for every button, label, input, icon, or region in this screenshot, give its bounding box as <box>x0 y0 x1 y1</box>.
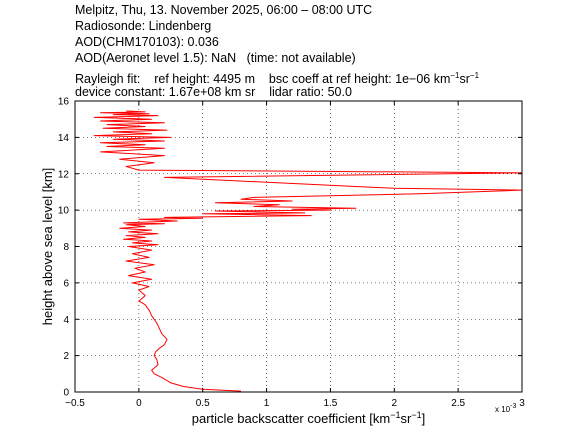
x-multiplier-base: x 10 <box>495 405 511 414</box>
bsc-coeff: bsc coeff at ref height: 1e−06 km <box>268 72 451 87</box>
x-tick-label: 2.5 <box>451 398 465 409</box>
y-tick-label: 0 <box>63 388 69 399</box>
x-tick-label: 1.5 <box>323 398 337 409</box>
y-tick-label: 16 <box>58 97 70 108</box>
x-label-text: particle backscatter coefficient [km <box>192 411 390 426</box>
header-radiosonde: Radiosonde: Lindenberg <box>75 19 212 33</box>
y-tick-label: 12 <box>58 169 70 180</box>
x-tick-label: −0.5 <box>65 398 85 409</box>
y-tick-label: 10 <box>58 206 70 217</box>
x-tick-label: 0.5 <box>196 398 210 409</box>
rayleigh-label: Rayleigh fit: <box>75 72 141 87</box>
x-axis-multiplier: x 10-3 <box>495 403 516 414</box>
x-tick-label: 0 <box>136 398 142 409</box>
x-tick-label: 3 <box>519 398 525 409</box>
header-device: device constant: 1.67e+08 km sr lidar ra… <box>75 84 352 100</box>
aeronet-label: AOD(Aeronet level 1.5): NaN <box>75 51 237 65</box>
x-tick-label: 2 <box>392 398 398 409</box>
aeronet-note: (time: not available) <box>246 51 356 65</box>
y-tick-label: 14 <box>58 133 70 144</box>
y-tick-label: 2 <box>63 351 69 362</box>
y-axis-label: height above sea level [km] <box>40 168 55 326</box>
ref-height: ref height: 4495 m <box>154 72 255 87</box>
x-axis-label: particle backscatter coefficient [km−1sr… <box>192 410 425 426</box>
lidar-ratio: lidar ratio: 50.0 <box>269 85 352 99</box>
y-tick-label: 8 <box>63 242 69 253</box>
x-multiplier-exponent: -3 <box>510 403 516 410</box>
header-rayleigh-fit: Rayleigh fit: ref height: 4495 m bsc coe… <box>75 71 480 87</box>
y-tick-label: 6 <box>63 278 69 289</box>
header-aod-aeronet: AOD(Aeronet level 1.5): NaN (time: not a… <box>75 50 356 66</box>
header-aod-chm: AOD(CHM170103): 0.036 <box>75 35 219 49</box>
backscatter-profile-line <box>93 110 523 392</box>
header-location-date: Melpitz, Thu, 13. November 2025, 06:00 –… <box>75 3 373 17</box>
y-tick-label: 4 <box>63 315 69 326</box>
data-series <box>93 110 523 392</box>
device-constant: device constant: 1.67e+08 km sr <box>75 85 256 99</box>
x-tick-label: 1 <box>264 398 270 409</box>
